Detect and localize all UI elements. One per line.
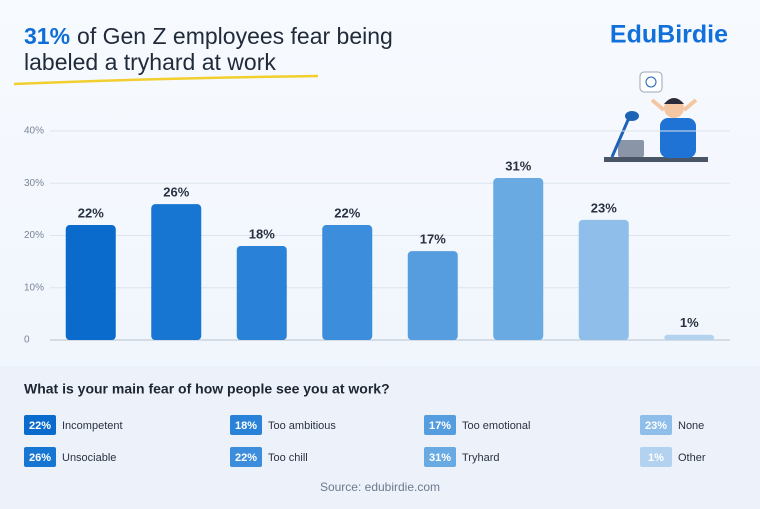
data-label: 31% (505, 158, 531, 173)
data-label: 26% (163, 185, 189, 200)
bar (322, 225, 373, 340)
legend-value: 26% (29, 452, 51, 464)
legend-value: 1% (648, 452, 664, 464)
legend-panel (0, 366, 760, 509)
bar (407, 251, 458, 340)
y-tick-label: 30% (24, 178, 44, 189)
legend-title: What is your main fear of how people see… (24, 381, 390, 397)
legend-swatch (640, 447, 672, 467)
y-tick-label: 40% (24, 126, 44, 137)
legend-swatch (424, 447, 456, 467)
y-tick-label: 20% (24, 230, 44, 241)
legend-label: Too emotional (462, 420, 531, 432)
bar (664, 334, 715, 340)
legend-swatch (230, 447, 262, 467)
legend-value: 23% (645, 420, 667, 432)
bar (236, 245, 287, 340)
y-tick-label: 10% (24, 282, 44, 293)
legend-label: Unsociable (62, 452, 116, 464)
brand: EduBirdie (610, 21, 728, 49)
legend-label: Incompetent (62, 420, 123, 432)
bar (65, 225, 116, 340)
legend-swatch (424, 415, 456, 435)
legend-value: 18% (235, 420, 257, 432)
source: Source: edubirdie.com (320, 480, 440, 494)
data-label: 23% (591, 200, 617, 215)
chart-title: labeled a tryhard at work (24, 49, 276, 75)
bar (151, 204, 202, 340)
legend-value: 31% (429, 452, 451, 464)
legend-label: None (678, 420, 704, 432)
legend-label: Too chill (268, 452, 308, 464)
data-label: 22% (334, 205, 360, 220)
legend-swatch (640, 415, 672, 435)
data-label: 22% (78, 205, 104, 220)
bar (493, 178, 544, 340)
data-label: 1% (680, 315, 699, 330)
legend-swatch (230, 415, 262, 435)
legend-value: 17% (429, 420, 451, 432)
legend-swatch (24, 415, 56, 435)
underline (13, 74, 319, 86)
data-label: 18% (249, 226, 275, 241)
legend-value: 22% (235, 452, 257, 464)
legend-swatch (24, 447, 56, 467)
legend-label: Other (678, 452, 706, 464)
legend-label: Tryhard (462, 452, 500, 464)
chart-title: 31% of Gen Z employees fear being (24, 23, 393, 49)
illustration (604, 71, 708, 162)
bar (578, 219, 629, 340)
legend-value: 22% (29, 420, 51, 432)
data-label: 17% (420, 232, 446, 247)
y-tick-label: 0 (24, 335, 30, 346)
legend-label: Too ambitious (268, 420, 336, 432)
